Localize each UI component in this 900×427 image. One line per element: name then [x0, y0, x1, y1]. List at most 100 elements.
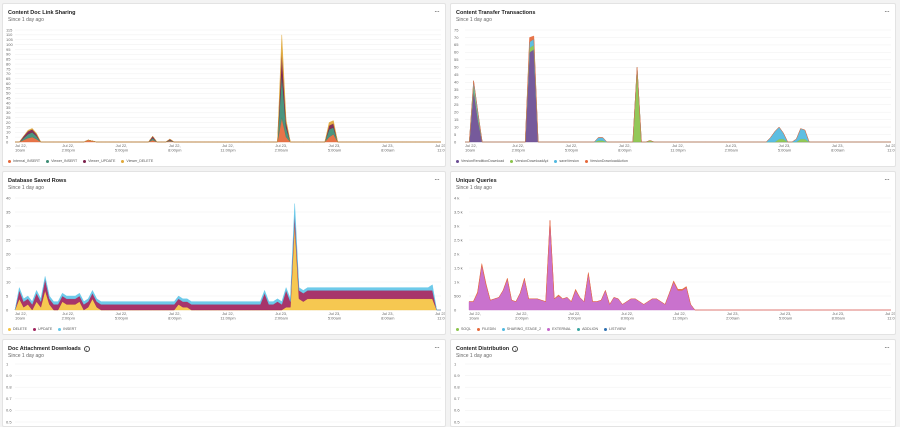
- y-tick-label: 0: [454, 307, 457, 312]
- y-tick-label: 25: [6, 237, 11, 242]
- legend-label: Viewer_DELETE: [126, 159, 154, 163]
- series-area[interactable]: [465, 35, 891, 143]
- panel-unique-queries: Unique Queries Since 1 day ago ··· 0 500 1…: [450, 171, 896, 335]
- y-tick-label: 25: [6, 115, 11, 120]
- x-tick-label: Jul 23, 2:00am: [275, 311, 289, 321]
- legend-swatch: [477, 327, 480, 331]
- y-tick-label: 75: [6, 66, 11, 71]
- y-tick-label: 65: [6, 76, 11, 81]
- x-tick-label: Jul 23, 11:0: [885, 311, 896, 321]
- y-tick-label: 40: [454, 80, 459, 85]
- legend-item[interactable]: LISTVIEW: [604, 327, 626, 331]
- x-tick-label: Jul 23, 2:00am: [725, 143, 739, 153]
- legend-swatch: [577, 327, 581, 331]
- legend-label: LISTVIEW: [609, 327, 626, 331]
- x-tick-label: Jul 23, 5:00am: [328, 143, 342, 153]
- more-options-icon[interactable]: ···: [884, 175, 890, 184]
- y-tick-label: 100: [6, 42, 13, 47]
- legend-item[interactable]: Viewer_UPDATE: [83, 159, 115, 163]
- x-tick-label: Jul 23, 5:00am: [779, 311, 793, 321]
- x-tick-label: Jul 23, 11:0: [435, 311, 446, 321]
- y-tick-label: 1.5 k: [454, 265, 463, 270]
- legend-item[interactable]: Internal_INSERT: [8, 159, 40, 163]
- legend-label: UPDATE: [37, 327, 53, 331]
- legend-swatch: [604, 327, 608, 331]
- x-tick-label: Jul 22, 11:00pm: [670, 143, 686, 153]
- y-tick-label: 40: [6, 195, 11, 200]
- legend-item[interactable]: ADDLION: [577, 327, 598, 331]
- x-tick-label: Jul 23, 11:0: [885, 143, 896, 153]
- legend-item[interactable]: Viewer_INSERT: [46, 159, 77, 163]
- legend-item[interactable]: FILEDIN: [477, 327, 496, 331]
- legend-label: VersionDownloadAction: [589, 159, 628, 163]
- area-chart: 0 5 10 15 20 25 30 35 40 Jul 22, 10am Jul 22, 2:00pm…: [6, 195, 446, 321]
- more-options-icon[interactable]: ···: [884, 7, 890, 16]
- series-area[interactable]: [468, 220, 891, 311]
- x-tick-label: Jul 23, 5:00am: [328, 311, 342, 321]
- legend-item[interactable]: VersionDownloadApi: [510, 159, 548, 163]
- legend-label: SOQL: [461, 327, 471, 331]
- y-tick-label: 35: [6, 105, 11, 110]
- legend-label: INSERT: [63, 327, 77, 331]
- legend-label: FILEDIN: [482, 327, 496, 331]
- legend-item[interactable]: INSERT: [58, 327, 76, 331]
- y-tick-label: 110: [6, 32, 13, 37]
- legend-item[interactable]: saveVersion: [554, 159, 579, 163]
- legend-swatch: [58, 327, 62, 331]
- panel-title: Content Distribution i: [456, 346, 519, 352]
- legend-swatch: [83, 159, 87, 163]
- series-area[interactable]: [14, 203, 441, 311]
- series-area[interactable]: [15, 52, 441, 143]
- more-options-icon[interactable]: ···: [434, 7, 440, 16]
- legend-item[interactable]: EXTERNAL: [547, 327, 571, 331]
- panel-title: Content Doc Link Sharing: [8, 10, 76, 16]
- series-area[interactable]: [15, 117, 441, 143]
- more-options-icon[interactable]: ···: [884, 343, 890, 352]
- legend-item[interactable]: SOQL: [456, 327, 471, 331]
- y-tick-label: 2.5 k: [454, 237, 463, 242]
- y-tick-label: 45: [6, 95, 11, 100]
- legend-item[interactable]: SHARING_STAGE_2: [501, 327, 541, 331]
- series-area[interactable]: [469, 220, 891, 311]
- y-tick-label: 20: [454, 109, 459, 114]
- legend-item[interactable]: VersionDownloadAction: [584, 159, 628, 163]
- legend-item[interactable]: Viewer_DELETE: [121, 159, 153, 163]
- series-area[interactable]: [15, 34, 441, 143]
- y-tick-label: 3 k: [454, 223, 459, 228]
- more-options-icon[interactable]: ···: [434, 343, 440, 352]
- y-tick-label: 50: [454, 65, 459, 70]
- y-tick-label: 10: [454, 124, 459, 129]
- y-tick-label: 0.6: [6, 408, 12, 413]
- x-tick-label: Jul 22, 8:00pm: [168, 143, 182, 153]
- info-icon[interactable]: i: [512, 346, 519, 352]
- x-tick-label: Jul 23, 2:00am: [275, 143, 289, 153]
- legend-swatch: [32, 327, 36, 331]
- panel-title: Database Saved Rows: [8, 178, 67, 184]
- y-tick-label: 30: [454, 95, 459, 100]
- legend-item[interactable]: VersionRenditionDownload: [456, 159, 504, 163]
- y-tick-label: 25: [454, 102, 459, 107]
- y-tick-label: 55: [454, 57, 459, 62]
- y-tick-label: 0.6: [454, 408, 460, 413]
- y-tick-label: 50: [6, 91, 11, 96]
- more-options-icon[interactable]: ···: [434, 175, 440, 184]
- y-tick-label: 40: [6, 100, 11, 105]
- legend-label: Viewer_UPDATE: [88, 159, 116, 163]
- x-tick-label: Jul 22, 8:00pm: [621, 311, 635, 321]
- y-tick-label: 90: [6, 52, 11, 57]
- x-tick-label: Jul 22, 8:00pm: [618, 143, 632, 153]
- panel-subtitle: Since 1 day ago: [456, 17, 492, 23]
- panel-title: Unique Queries: [456, 178, 497, 184]
- info-icon[interactable]: i: [83, 346, 90, 352]
- x-tick-label: Jul 23, 8:00am: [832, 311, 846, 321]
- legend-item[interactable]: DELETE: [8, 327, 27, 331]
- panel-database-saved-rows: Database Saved Rows Since 1 day ago ··· …: [2, 171, 446, 335]
- legend-item[interactable]: UPDATE: [32, 327, 53, 331]
- y-tick-label: 35: [6, 209, 11, 214]
- x-tick-label: Jul 22, 10am: [15, 143, 27, 153]
- legend-label: VersionDownloadApi: [515, 159, 549, 163]
- y-tick-label: 5: [6, 293, 9, 298]
- x-tick-label: Jul 22, 8:00pm: [168, 311, 182, 321]
- y-tick-label: 30: [6, 110, 11, 115]
